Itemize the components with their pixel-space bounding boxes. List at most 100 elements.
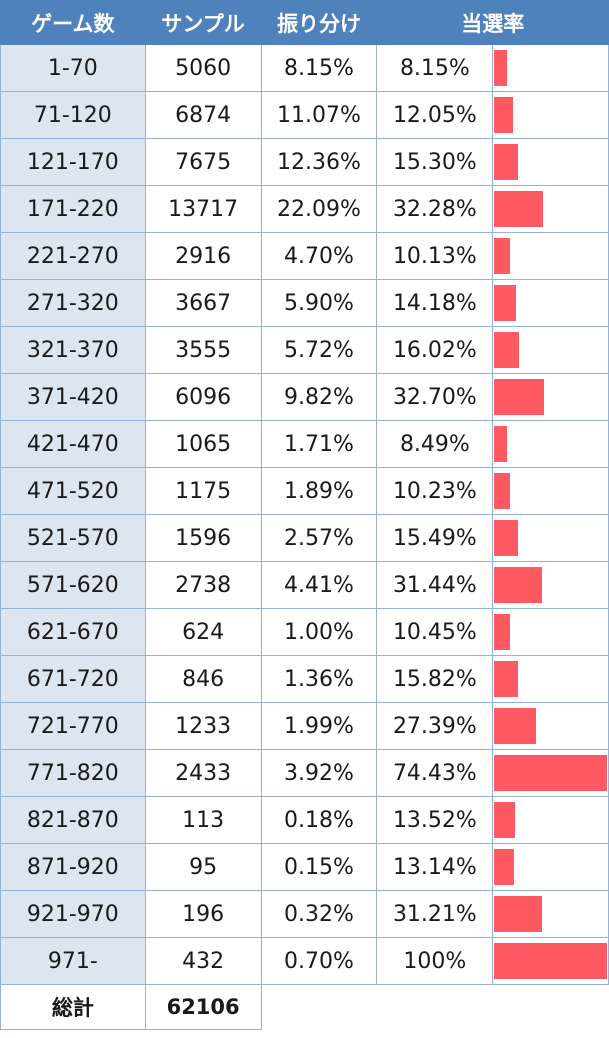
- rate-bar-cell: [492, 890, 609, 938]
- samples-cell: 432: [144, 937, 262, 985]
- table-row: 971- 432 0.70% 100%: [0, 937, 609, 985]
- rate-bar: [494, 332, 519, 368]
- range-cell: 621-670: [0, 608, 146, 656]
- share-cell: 4.41%: [260, 561, 378, 609]
- total-label: 総計: [0, 984, 146, 1030]
- table-row: 921-970 196 0.32% 31.21%: [0, 890, 609, 938]
- samples-cell: 3555: [144, 326, 262, 374]
- rate-bar: [494, 520, 518, 556]
- rate-cell: 15.82%: [376, 655, 494, 703]
- share-cell: 22.09%: [260, 185, 378, 233]
- samples-cell: 6874: [144, 91, 262, 139]
- share-cell: 1.36%: [260, 655, 378, 703]
- rate-bar-cell: [492, 749, 609, 797]
- share-cell: 4.70%: [260, 232, 378, 280]
- header-rate: 当選率: [376, 0, 609, 45]
- range-cell: 871-920: [0, 843, 146, 891]
- rate-bar: [494, 238, 510, 274]
- samples-cell: 1233: [144, 702, 262, 750]
- samples-cell: 2738: [144, 561, 262, 609]
- share-cell: 5.72%: [260, 326, 378, 374]
- share-cell: 0.70%: [260, 937, 378, 985]
- empty-cell: [492, 984, 609, 1030]
- rate-cell: 31.44%: [376, 561, 494, 609]
- share-cell: 0.18%: [260, 796, 378, 844]
- table-row: 221-270 2916 4.70% 10.13%: [0, 232, 609, 280]
- rate-bar: [494, 567, 543, 603]
- share-cell: 1.71%: [260, 420, 378, 468]
- rate-bar-cell: [492, 796, 609, 844]
- share-cell: 1.00%: [260, 608, 378, 656]
- share-cell: 0.32%: [260, 890, 378, 938]
- rate-cell: 32.70%: [376, 373, 494, 421]
- rate-bar-cell: [492, 561, 609, 609]
- share-cell: 2.57%: [260, 514, 378, 562]
- rate-cell: 100%: [376, 937, 494, 985]
- samples-cell: 2916: [144, 232, 262, 280]
- total-value: 62106: [144, 984, 262, 1030]
- rate-bar: [494, 50, 507, 86]
- rate-cell: 15.49%: [376, 514, 494, 562]
- table-row: 371-420 6096 9.82% 32.70%: [0, 373, 609, 421]
- range-cell: 321-370: [0, 326, 146, 374]
- share-cell: 0.15%: [260, 843, 378, 891]
- rate-bar: [494, 755, 608, 791]
- samples-cell: 113: [144, 796, 262, 844]
- samples-cell: 624: [144, 608, 262, 656]
- range-cell: 721-770: [0, 702, 146, 750]
- samples-cell: 1175: [144, 467, 262, 515]
- table-row: 671-720 846 1.36% 15.82%: [0, 655, 609, 703]
- table-row: 821-870 113 0.18% 13.52%: [0, 796, 609, 844]
- total-row: 総計 62106: [0, 984, 609, 1030]
- share-cell: 3.92%: [260, 749, 378, 797]
- rate-cell: 15.30%: [376, 138, 494, 186]
- table-row: 521-570 1596 2.57% 15.49%: [0, 514, 609, 562]
- empty-cell: [261, 984, 377, 1030]
- rate-cell: 12.05%: [376, 91, 494, 139]
- samples-cell: 2433: [144, 749, 262, 797]
- samples-cell: 1065: [144, 420, 262, 468]
- rate-bar-cell: [492, 937, 609, 985]
- rate-bar: [494, 144, 518, 180]
- range-cell: 171-220: [0, 185, 146, 233]
- rate-cell: 8.15%: [376, 44, 494, 92]
- table-row: 321-370 3555 5.72% 16.02%: [0, 326, 609, 374]
- table-row: 421-470 1065 1.71% 8.49%: [0, 420, 609, 468]
- table-row: 71-120 6874 11.07% 12.05%: [0, 91, 609, 139]
- rate-cell: 10.45%: [376, 608, 494, 656]
- table-row: 271-320 3667 5.90% 14.18%: [0, 279, 609, 327]
- range-cell: 221-270: [0, 232, 146, 280]
- range-cell: 671-720: [0, 655, 146, 703]
- rate-bar-cell: [492, 185, 609, 233]
- samples-cell: 196: [144, 890, 262, 938]
- range-cell: 1-70: [0, 44, 146, 92]
- rate-bar-cell: [492, 702, 609, 750]
- samples-cell: 6096: [144, 373, 262, 421]
- range-cell: 421-470: [0, 420, 146, 468]
- table-row: 471-520 1175 1.89% 10.23%: [0, 467, 609, 515]
- header-share: 振り分け: [260, 0, 378, 45]
- rate-cell: 27.39%: [376, 702, 494, 750]
- range-cell: 371-420: [0, 373, 146, 421]
- rate-bar-cell: [492, 326, 609, 374]
- rate-cell: 10.13%: [376, 232, 494, 280]
- rate-cell: 13.14%: [376, 843, 494, 891]
- rate-bar-cell: [492, 232, 609, 280]
- samples-cell: 5060: [144, 44, 262, 92]
- samples-cell: 7675: [144, 138, 262, 186]
- rate-cell: 13.52%: [376, 796, 494, 844]
- rate-bar: [494, 849, 515, 885]
- rate-bar-cell: [492, 655, 609, 703]
- rate-cell: 32.28%: [376, 185, 494, 233]
- rate-cell: 31.21%: [376, 890, 494, 938]
- table-body: 1-70 5060 8.15% 8.15% 71-120 6874 11.07% 12.05%…: [0, 44, 609, 985]
- table-row: 621-670 624 1.00% 10.45%: [0, 608, 609, 656]
- range-cell: 471-520: [0, 467, 146, 515]
- samples-cell: 1596: [144, 514, 262, 562]
- empty-cell: [376, 984, 493, 1030]
- table-row: 571-620 2738 4.41% 31.44%: [0, 561, 609, 609]
- share-cell: 5.90%: [260, 279, 378, 327]
- rate-cell: 14.18%: [376, 279, 494, 327]
- rate-bar-cell: [492, 420, 609, 468]
